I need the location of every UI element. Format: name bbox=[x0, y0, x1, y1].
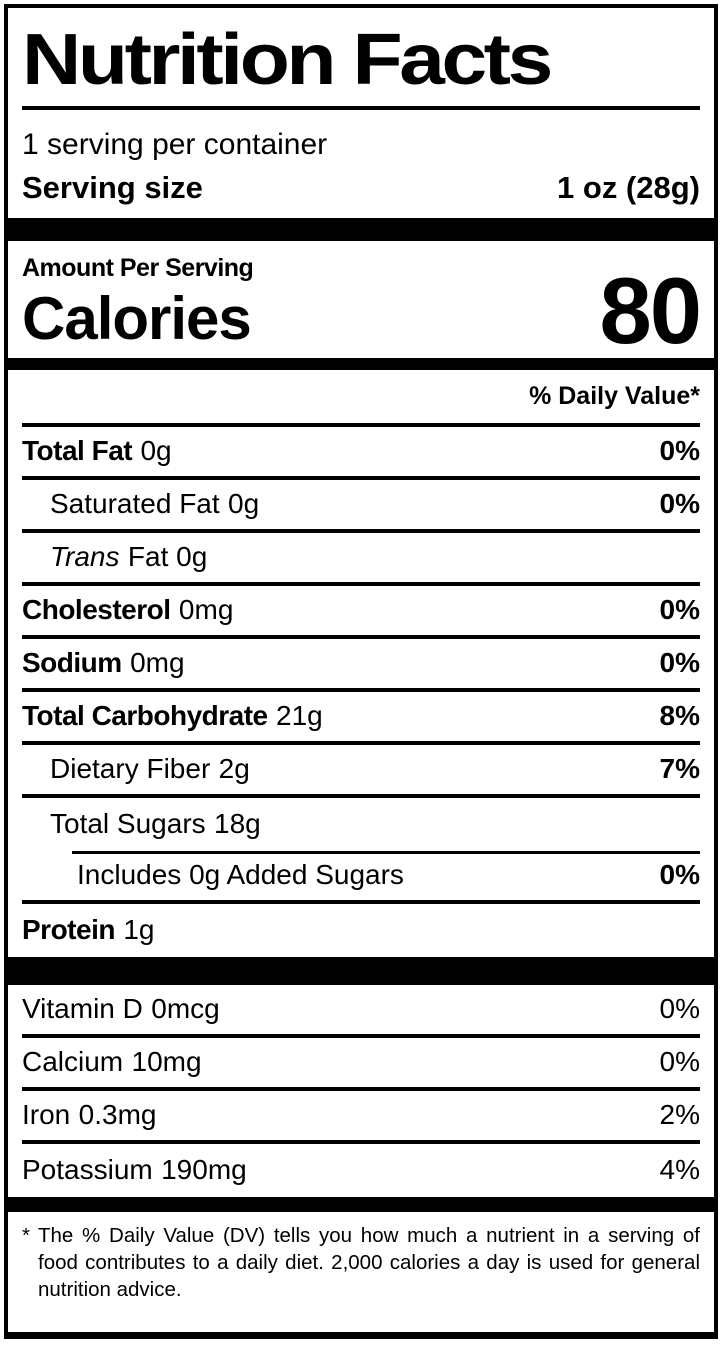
nutrient-row-total-carbohydrate: Total Carbohydrate 21g 8% bbox=[22, 692, 700, 745]
daily-value-header: % Daily Value* bbox=[22, 370, 700, 427]
nutrient-amount: Fat 0g bbox=[127, 541, 208, 572]
nutrient-row-sodium: Sodium 0mg 0% bbox=[22, 639, 700, 692]
divider-bar-medium bbox=[8, 357, 714, 370]
nutrient-row-cholesterol: Cholesterol 0mg 0% bbox=[22, 586, 700, 639]
vitamin-dv: 0% bbox=[659, 1046, 700, 1077]
nutrient-row-saturated-fat: Saturated Fat 0g 0% bbox=[22, 480, 700, 533]
nutrient-name: Includes 0g Added Sugars bbox=[77, 859, 404, 890]
calories-block: Amount Per Serving Calories 80 bbox=[22, 241, 702, 364]
nutrient-dv: 0% bbox=[659, 647, 700, 678]
divider-bar-thick bbox=[8, 217, 714, 241]
nutrient-row-trans-fat: Trans Fat 0g bbox=[22, 533, 700, 586]
nutrient-name: Dietary Fiber bbox=[50, 753, 211, 784]
nutrient-row-total-fat: Total Fat 0g 0% bbox=[22, 427, 700, 480]
calories-label: Calories bbox=[22, 284, 252, 352]
serving-size-value: 1 oz (28g) bbox=[557, 169, 700, 205]
nutrient-name: Total Fat bbox=[22, 435, 133, 466]
nutrient-amount: 1g bbox=[123, 914, 155, 945]
divider-bar-thicker bbox=[8, 956, 714, 985]
nutrient-row-dietary-fiber: Dietary Fiber 2g 7% bbox=[22, 745, 700, 798]
vitamin-dv: 4% bbox=[659, 1154, 700, 1185]
serving-size-label: Serving size bbox=[22, 169, 203, 205]
nutrient-amount: 2g bbox=[218, 753, 250, 784]
nutrient-amount: 21g bbox=[276, 700, 323, 731]
nutrient-dv: 8% bbox=[659, 700, 700, 731]
footnote-asterisk: * bbox=[22, 1223, 30, 1247]
vitamin-amount: 0mcg bbox=[151, 993, 220, 1024]
daily-value-footnote: * The % Daily Value (DV) tells you how m… bbox=[22, 1212, 700, 1304]
nutrient-row-added-sugars: Includes 0g Added Sugars 0% bbox=[22, 850, 700, 904]
nutrient-dv: 0% bbox=[659, 488, 700, 519]
nutrient-dv: 7% bbox=[659, 753, 700, 784]
vitamin-amount: 0.3mg bbox=[78, 1099, 157, 1130]
vitamin-dv: 2% bbox=[659, 1099, 700, 1130]
nutrient-row-total-sugars: Total Sugars 18g bbox=[22, 798, 700, 851]
vitamin-row-vitamin-d: Vitamin D 0mcg 0% bbox=[22, 985, 700, 1038]
vitamin-name: Iron bbox=[22, 1099, 71, 1130]
nutrient-dv: 0% bbox=[659, 859, 700, 890]
nutrient-name: Saturated Fat bbox=[50, 488, 220, 519]
vitamin-amount: 10mg bbox=[131, 1046, 202, 1077]
nutrient-amount: 0mg bbox=[130, 647, 185, 678]
vitamin-row-potassium: Potassium 190mg 4% bbox=[22, 1144, 700, 1197]
title-divider bbox=[22, 106, 700, 110]
vitamin-row-calcium: Calcium 10mg 0% bbox=[22, 1038, 700, 1091]
nutrient-name: Trans bbox=[50, 541, 120, 572]
label-title: Nutrition Facts bbox=[22, 20, 553, 100]
servings-per-container: 1 serving per container bbox=[22, 128, 328, 161]
nutrient-name: Cholesterol bbox=[22, 594, 171, 625]
nutrition-facts-label: Nutrition Facts 1 serving per container … bbox=[4, 4, 718, 1339]
nutrient-name: Protein bbox=[22, 914, 115, 945]
vitamin-name: Vitamin D bbox=[22, 993, 143, 1024]
nutrient-amount: 18g bbox=[214, 808, 261, 839]
calories-left: Amount Per Serving Calories bbox=[22, 253, 254, 352]
amount-per-serving-label: Amount Per Serving bbox=[22, 253, 254, 282]
nutrient-row-protein: Protein 1g bbox=[22, 904, 700, 957]
calories-value: 80 bbox=[599, 258, 702, 364]
nutrient-name: Sodium bbox=[22, 647, 122, 678]
vitamin-name: Potassium bbox=[22, 1154, 153, 1185]
nutrient-name: Total Carbohydrate bbox=[22, 700, 268, 731]
footnote-text: The % Daily Value (DV) tells you how muc… bbox=[38, 1223, 700, 1302]
nutrient-dv: 0% bbox=[659, 435, 700, 466]
nutrient-amount: 0g bbox=[140, 435, 172, 466]
divider-bar-footer bbox=[8, 1196, 714, 1212]
vitamin-row-iron: Iron 0.3mg 2% bbox=[22, 1091, 700, 1144]
nutrient-name: Total Sugars bbox=[50, 808, 206, 839]
vitamin-name: Calcium bbox=[22, 1046, 124, 1077]
vitamin-dv: 0% bbox=[659, 993, 700, 1024]
nutrient-amount: 0g bbox=[228, 488, 260, 519]
nutrient-amount: 0mg bbox=[178, 594, 234, 625]
nutrient-dv: 0% bbox=[659, 594, 700, 625]
serving-size-row: Serving size 1 oz (28g) bbox=[22, 164, 700, 218]
vitamin-amount: 190mg bbox=[161, 1154, 247, 1185]
